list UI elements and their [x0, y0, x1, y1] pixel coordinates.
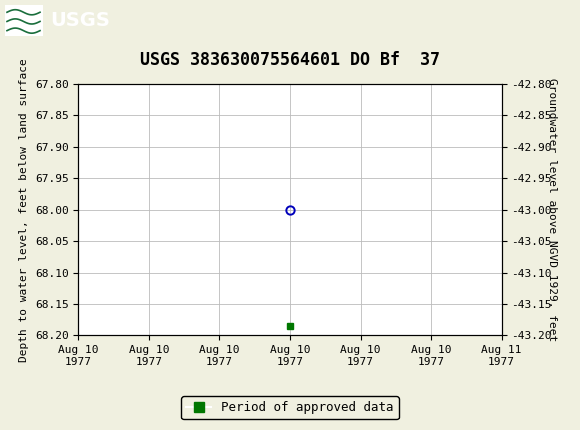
Text: USGS: USGS [50, 11, 110, 30]
Y-axis label: Groundwater level above NGVD 1929, feet: Groundwater level above NGVD 1929, feet [548, 78, 557, 341]
FancyBboxPatch shape [5, 5, 43, 36]
Y-axis label: Depth to water level, feet below land surface: Depth to water level, feet below land su… [19, 58, 29, 362]
Legend: Period of approved data: Period of approved data [181, 396, 399, 419]
Text: USGS 383630075564601 DO Bf  37: USGS 383630075564601 DO Bf 37 [140, 51, 440, 69]
